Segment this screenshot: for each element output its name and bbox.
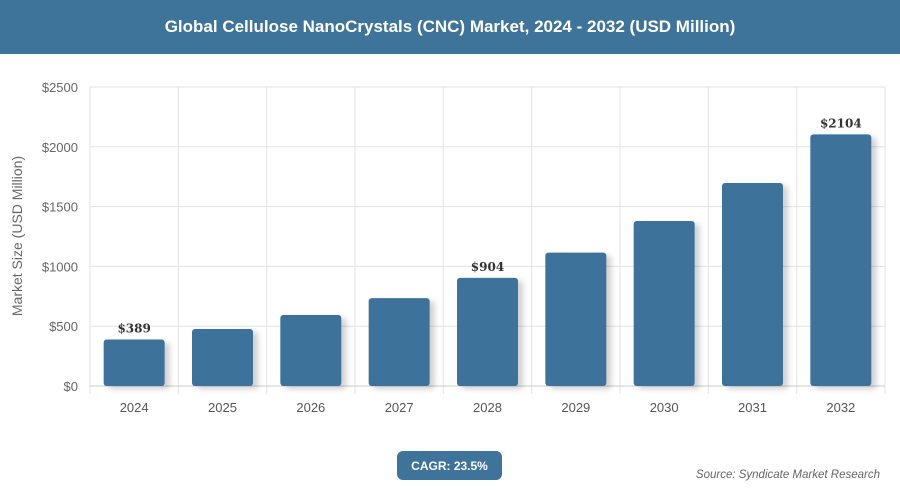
x-tick-label: 2030 xyxy=(650,400,679,415)
x-tick-label: 2025 xyxy=(208,400,237,415)
data-label: $2104 xyxy=(820,116,862,130)
chart-title: Global Cellulose NanoCrystals (CNC) Mark… xyxy=(0,0,900,54)
x-tick-label: 2031 xyxy=(738,400,767,415)
x-tick-label: 2024 xyxy=(120,400,149,415)
x-tick-label: 2032 xyxy=(826,400,855,415)
bar-2024 xyxy=(103,339,165,386)
bar-2027 xyxy=(368,298,430,386)
cagr-badge: CAGR: 23.5% xyxy=(397,451,502,480)
y-tick-label: $1500 xyxy=(42,200,78,215)
bar-2028 xyxy=(457,277,518,386)
bar-2031 xyxy=(722,183,783,386)
y-tick-label: $0 xyxy=(64,379,78,394)
bar-2030 xyxy=(633,220,695,386)
bar-2029 xyxy=(545,252,607,386)
data-label: $389 xyxy=(117,321,150,335)
source-note: Source: Syndicate Market Research xyxy=(695,469,880,481)
x-tick-label: 2027 xyxy=(385,400,414,415)
bar-2025 xyxy=(192,328,253,386)
x-tick-label: 2026 xyxy=(296,400,325,415)
y-axis-label: Market Size (USD Million) xyxy=(9,156,25,316)
x-tick-label: 2028 xyxy=(473,400,502,415)
y-tick-label: $2500 xyxy=(42,80,78,95)
data-label: $904 xyxy=(471,260,504,274)
y-tick-label: $2000 xyxy=(42,140,78,155)
y-tick-label: $1000 xyxy=(42,259,78,274)
x-tick-label: 2029 xyxy=(561,400,590,415)
bar-2032 xyxy=(810,134,872,386)
y-tick-label: $500 xyxy=(49,319,78,334)
bar-2026 xyxy=(280,314,342,386)
